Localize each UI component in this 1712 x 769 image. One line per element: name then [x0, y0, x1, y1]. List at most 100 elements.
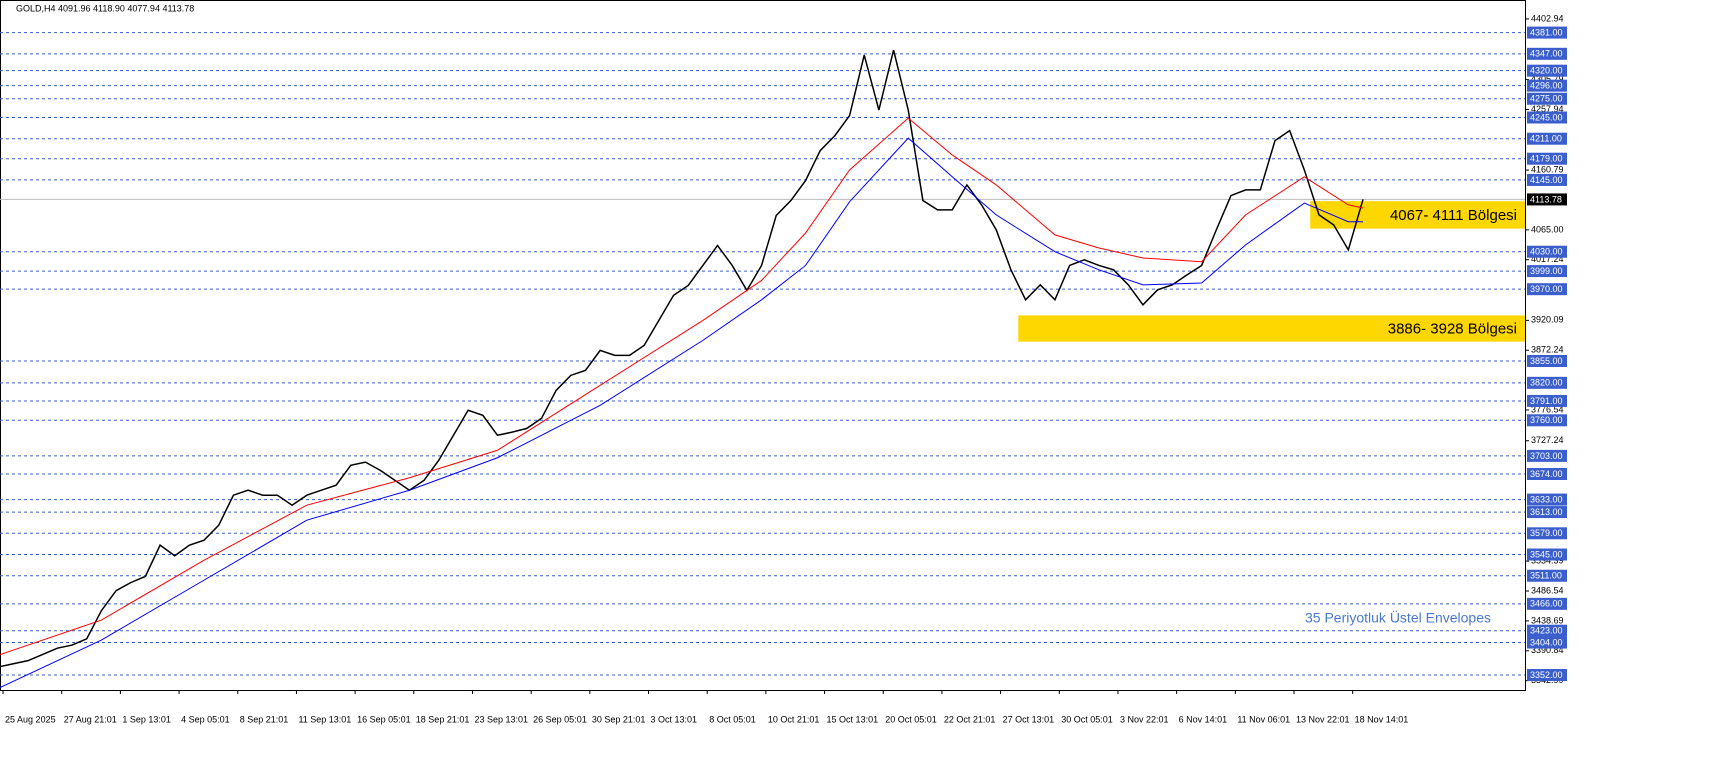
x-tick-label: 3 Oct 13:01: [651, 714, 698, 724]
x-tick-label: 8 Sep 21:01: [240, 714, 289, 724]
level-label-box: [1527, 569, 1567, 582]
x-tick-label: 13 Nov 22:01: [1296, 714, 1350, 724]
level-label-box: [1527, 245, 1567, 258]
x-tick-label: 22 Oct 21:01: [944, 714, 996, 724]
x-tick-label: 1 Sep 13:01: [122, 714, 171, 724]
x-tick-label: 30 Sep 21:01: [592, 714, 646, 724]
level-label-box: [1527, 283, 1567, 296]
chart-header: GOLD,H4 4091.96 4118.90 4077.94 4113.78: [16, 3, 194, 13]
series-line: [0, 117, 1364, 656]
level-label: 4211.00: [1530, 134, 1562, 144]
level-label-box: [1527, 92, 1567, 105]
level-label: 3423.00: [1530, 626, 1563, 636]
x-tick-label: 30 Oct 05:01: [1061, 714, 1113, 724]
level-label-box: [1527, 493, 1567, 506]
level-label: 3970.00: [1530, 284, 1563, 294]
y-tick-label: 4160.79: [1531, 164, 1564, 174]
level-label-box: [1527, 449, 1567, 462]
level-label-box: [1527, 624, 1567, 637]
level-label-box: [1527, 467, 1567, 480]
level-label: 4347.00: [1530, 49, 1563, 59]
level-label: 4296.00: [1530, 81, 1563, 91]
level-label: 3820.00: [1530, 378, 1563, 388]
level-label-box: [1527, 79, 1567, 92]
level-label-box: [1527, 152, 1567, 165]
y-tick-label: 3872.24: [1531, 345, 1564, 355]
x-tick-label: 10 Oct 21:01: [768, 714, 820, 724]
x-tick-label: 26 Sep 05:01: [533, 714, 587, 724]
level-label-box: [1527, 111, 1567, 124]
level-label: 3999.00: [1530, 266, 1563, 276]
level-label: 4320.00: [1530, 66, 1563, 76]
x-tick-label: 15 Oct 13:01: [827, 714, 879, 724]
x-tick-label: 11 Nov 06:01: [1237, 714, 1290, 724]
last-price-label: 4113.78: [1530, 194, 1562, 204]
level-label: 4275.00: [1530, 94, 1563, 104]
level-label: 3404.00: [1530, 637, 1563, 647]
level-label-box: [1527, 414, 1567, 427]
level-label: 3633.00: [1530, 494, 1563, 504]
y-tick-label: 4065.00: [1531, 224, 1564, 234]
x-tick-label: 16 Sep 05:01: [357, 714, 411, 724]
y-tick-label: 4402.94: [1531, 13, 1564, 23]
y-tick-label: 3920.09: [1531, 315, 1564, 325]
level-label: 4030.00: [1530, 247, 1563, 257]
x-tick-label: 3 Nov 22:01: [1120, 714, 1169, 724]
zone-label: 4067- 4111 Bölgesi: [1390, 207, 1517, 224]
level-label-box: [1527, 597, 1567, 610]
x-tick-label: 20 Oct 05:01: [885, 714, 937, 724]
level-label: 3855.00: [1530, 356, 1563, 366]
x-tick-label: 18 Nov 14:01: [1355, 714, 1409, 724]
level-label: 3791.00: [1530, 396, 1563, 406]
x-tick-label: 8 Oct 05:01: [709, 714, 756, 724]
level-label: 3352.00: [1530, 670, 1563, 680]
y-tick-label: 3390.84: [1531, 645, 1564, 655]
x-tick-label: 4 Sep 05:01: [181, 714, 230, 724]
zone: [1018, 315, 1525, 342]
x-tick-label: 6 Nov 14:01: [1179, 714, 1228, 724]
level-label: 3703.00: [1530, 451, 1563, 461]
level-label-box: [1527, 354, 1567, 367]
x-tick-label: 27 Aug 21:01: [64, 714, 117, 724]
level-label-box: [1527, 64, 1567, 77]
y-tick-label: 3438.69: [1531, 615, 1564, 625]
level-label: 4381.00: [1530, 27, 1563, 37]
annotation: 35 Periyotluk Üstel Envelopes: [1305, 609, 1491, 626]
level-label: 3579.00: [1530, 528, 1563, 538]
zone: [1310, 201, 1525, 229]
level-label-box: [1527, 548, 1567, 561]
level-label: 3760.00: [1530, 415, 1563, 425]
level-label-box: [1527, 527, 1567, 540]
level-label-box: [1527, 669, 1567, 682]
series-line: [0, 49, 1364, 668]
y-tick-label: 3776.54: [1531, 404, 1564, 414]
level-label-box: [1527, 47, 1567, 60]
plot-frame: [0, 0, 1526, 691]
level-label-box: [1527, 376, 1567, 389]
level-label-box: [1527, 394, 1567, 407]
level-label: 4245.00: [1530, 112, 1563, 122]
zone-label: 3886- 3928 Bölgesi: [1388, 320, 1517, 337]
level-label-box: [1527, 26, 1567, 39]
level-label: 3545.00: [1530, 549, 1563, 559]
level-label: 4145.00: [1530, 175, 1563, 185]
level-label-box: [1527, 636, 1567, 649]
level-label-box: [1527, 506, 1567, 519]
y-tick-label: 3727.24: [1531, 435, 1564, 445]
series-line: [0, 137, 1364, 689]
level-label-box: [1527, 173, 1567, 186]
x-tick-label: 11 Sep 13:01: [298, 714, 351, 724]
level-label: 3466.00: [1530, 599, 1563, 609]
level-label: 4179.00: [1530, 154, 1563, 164]
x-tick-label: 25 Aug 2025: [5, 714, 56, 724]
last-price-box: [1527, 193, 1567, 206]
level-label-box: [1527, 265, 1567, 278]
level-label-box: [1527, 132, 1567, 145]
y-tick-label: 4017.24: [1531, 254, 1564, 264]
x-tick-label: 23 Sep 13:01: [474, 714, 528, 724]
y-tick-label: 4257.94: [1531, 104, 1564, 114]
level-label: 3674.00: [1530, 469, 1563, 479]
y-tick-label: 4305.79: [1531, 74, 1564, 84]
